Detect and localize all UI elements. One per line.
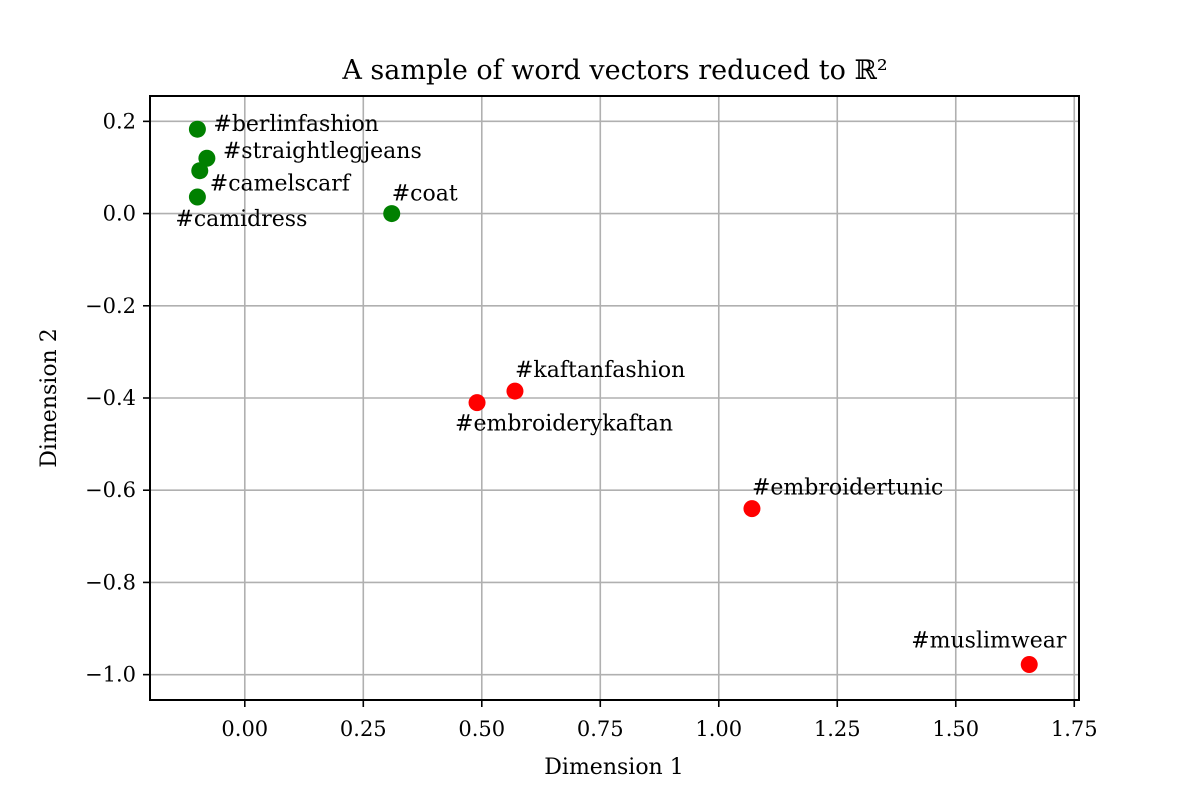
y-tick-label: −0.2 — [85, 294, 136, 318]
y-tick-label: −1.0 — [85, 663, 136, 687]
x-tick-label: 0.50 — [458, 717, 505, 741]
y-tick-label: −0.4 — [85, 386, 136, 410]
x-axis-label: Dimension 1 — [544, 755, 683, 780]
point-label: #straightlegjeans — [223, 139, 422, 164]
data-point — [506, 382, 524, 400]
point-label: #coat — [392, 182, 458, 207]
data-point — [743, 500, 761, 518]
point-labels: #berlinfashion#straightlegjeans #camelsca… — [175, 112, 1066, 653]
data-point — [188, 120, 206, 138]
x-tick-label: 1.75 — [1051, 717, 1098, 741]
data-point — [191, 162, 209, 180]
x-tick-label: 0.00 — [221, 717, 268, 741]
point-label: #muslimwear — [911, 628, 1067, 653]
x-tick-label: 1.00 — [695, 717, 742, 741]
data-point — [468, 394, 486, 412]
data-point — [198, 149, 216, 167]
point-label: #camidress — [175, 207, 307, 232]
plot-frame — [149, 95, 1080, 701]
y-axis-label: Dimension 2 — [37, 328, 62, 467]
y-tick-label: 0.0 — [103, 202, 136, 226]
y-tick-label: −0.8 — [85, 570, 136, 594]
x-tick-label: 1.25 — [814, 717, 861, 741]
data-points — [188, 120, 1038, 673]
point-label: #embroidertunic — [752, 476, 943, 501]
chart-title: A sample of word vectors reduced to ℝ² — [341, 55, 887, 86]
x-axis-ticks: 0.00 0.25 0.50 0.75 1.00 1.25 1.50 1.75 — [221, 700, 1098, 741]
y-axis-ticks: 0.2 0.0 −0.2 −0.4 −0.6 −0.8 −1.0 — [85, 109, 150, 687]
point-label: #berlinfashion — [213, 112, 378, 137]
grid-lines — [150, 96, 1079, 700]
x-tick-label: 0.75 — [577, 717, 624, 741]
data-point — [188, 188, 206, 206]
x-tick-label: 0.25 — [340, 717, 387, 741]
point-label: #kaftanfashion — [515, 358, 685, 383]
point-label: #embroiderykaftan — [455, 412, 673, 437]
x-tick-label: 1.50 — [932, 717, 979, 741]
point-label: #camelscarf — [210, 172, 352, 197]
data-point — [1020, 655, 1038, 673]
y-tick-label: 0.2 — [103, 109, 136, 133]
y-tick-label: −0.6 — [85, 478, 136, 502]
data-point — [383, 205, 401, 223]
